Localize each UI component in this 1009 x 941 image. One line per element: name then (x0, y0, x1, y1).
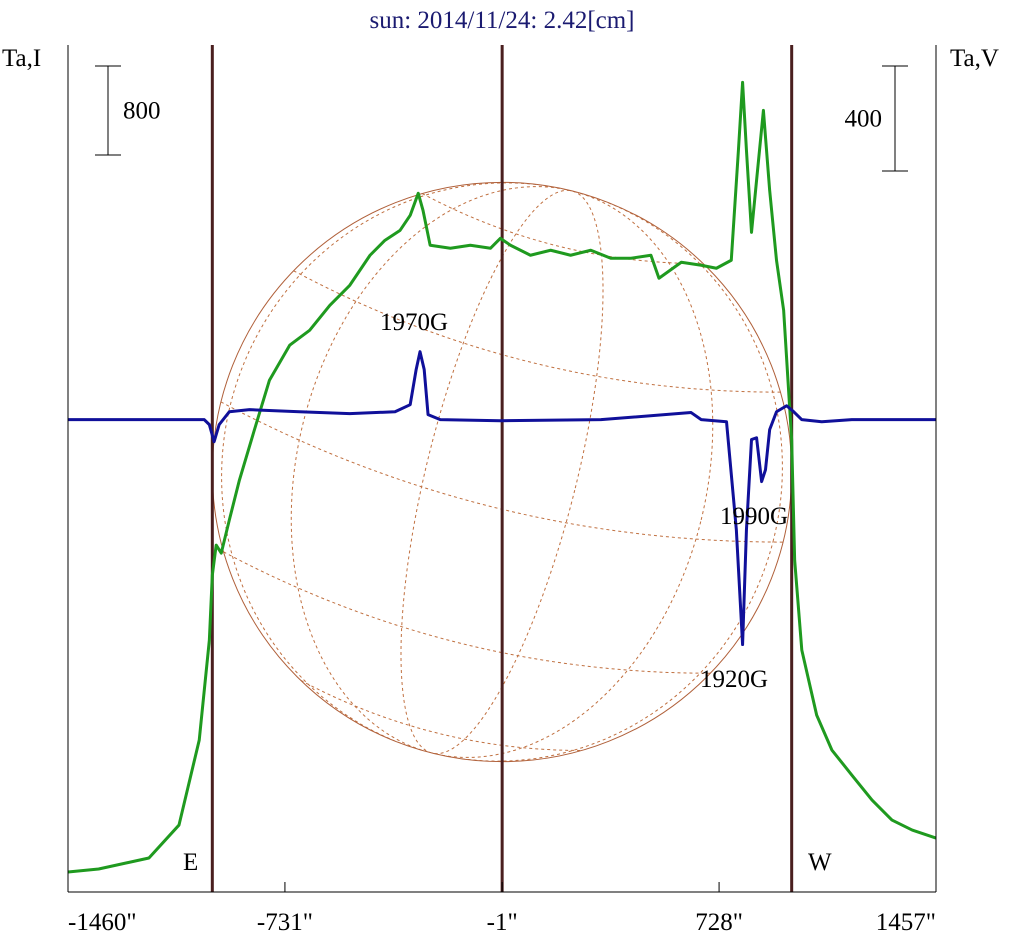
x-tick-label: 1457" (876, 909, 936, 936)
x-tick-label: 728" (695, 909, 743, 936)
x-tick-label: -731" (257, 909, 313, 936)
y2-axis-label: Ta,V (950, 45, 999, 72)
annotation: 1920G (700, 666, 768, 693)
scale-bar-label: 400 (845, 105, 883, 132)
parallel (293, 270, 781, 393)
parallel (421, 193, 704, 265)
scale-bar-label: 800 (123, 97, 161, 124)
parallel (300, 679, 582, 751)
x-tick-label: -1460" (68, 909, 137, 936)
annotation: 1970G (380, 309, 448, 336)
annotation: 1990G (720, 503, 788, 530)
meridian (400, 189, 604, 755)
parallel (223, 551, 711, 674)
series-line (68, 350, 936, 647)
limb-label: W (808, 849, 832, 876)
plot (67, 45, 937, 892)
x-tick-label: -1" (487, 909, 518, 936)
limb-label: E (183, 849, 198, 876)
series-line (67, 80, 937, 874)
meridian (221, 182, 783, 762)
y-axis-label: Ta,I (2, 45, 41, 72)
chart-title: sun: 2014/11/24: 2.42[cm] (369, 7, 634, 34)
